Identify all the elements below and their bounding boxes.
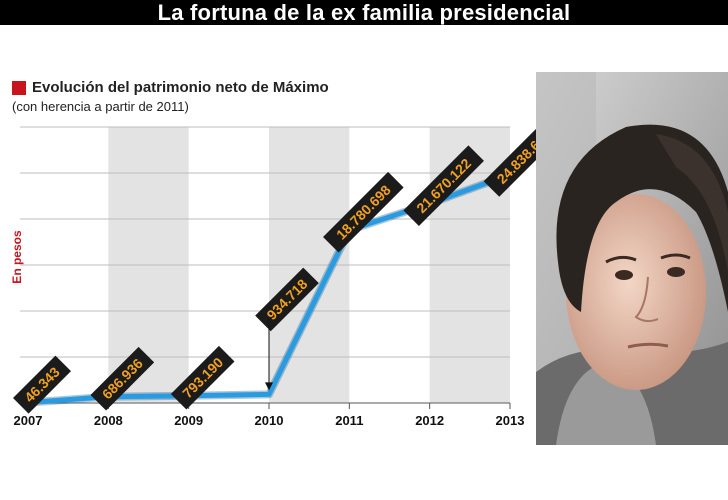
x-tick-label: 2010 — [255, 413, 284, 428]
x-tick-label: 2012 — [415, 413, 444, 428]
x-axis-ticks: 2007 2008 2009 2010 2011 2012 2013 — [14, 403, 525, 428]
x-tick-label: 2009 — [174, 413, 203, 428]
chart-subtitle: (con herencia a partir de 2011) — [12, 99, 189, 114]
title-marker-square — [12, 80, 26, 95]
data-point — [267, 392, 271, 397]
data-label-box — [90, 346, 155, 411]
data-label-box — [323, 171, 404, 253]
data-label-box — [170, 345, 235, 410]
chart-title-block: Evolución del patrimonio neto de Máximo … — [12, 79, 329, 114]
x-tick-label: 2013 — [496, 413, 525, 428]
data-label-box — [13, 355, 71, 414]
x-tick-label: 2007 — [14, 413, 43, 428]
x-tick-label: 2008 — [94, 413, 123, 428]
data-label-box — [255, 267, 319, 332]
portrait-photo — [536, 72, 728, 445]
chart-title: Evolución del patrimonio neto de Máximo — [32, 79, 329, 96]
page-banner-title: La fortuna de la ex familia presidencial — [0, 0, 728, 25]
x-tick-label: 2011 — [335, 413, 363, 428]
data-label-box — [403, 145, 484, 226]
callout-arrow-head — [265, 382, 273, 391]
